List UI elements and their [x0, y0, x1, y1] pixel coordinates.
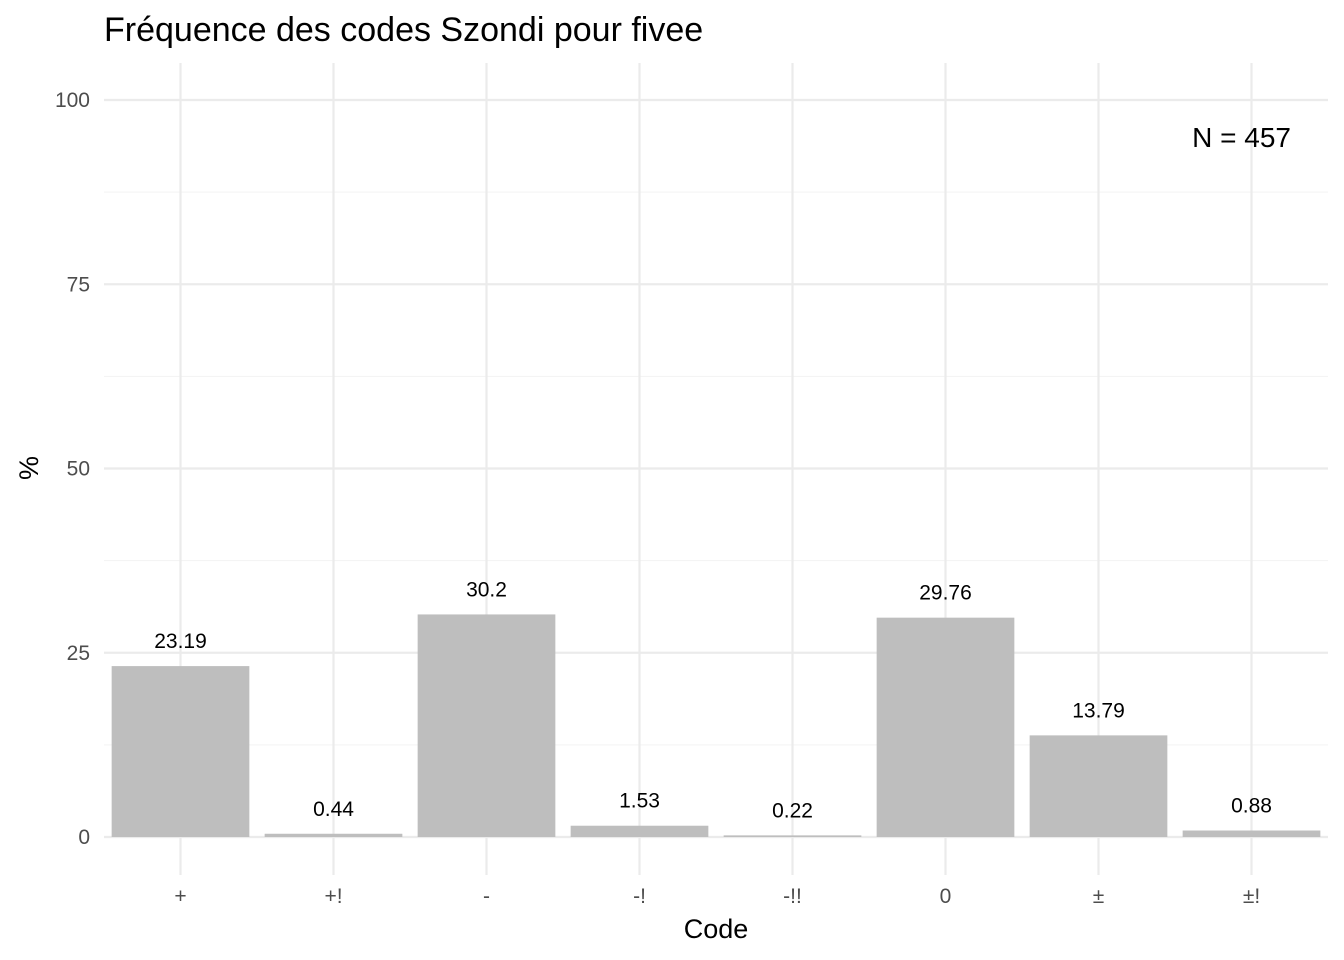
x-tick-label: -!! [783, 885, 802, 908]
bars [111, 614, 1321, 837]
x-tick-label: ± [1093, 885, 1105, 908]
data-label-6: 13.79 [1072, 699, 1125, 722]
x-tick-label: 0 [940, 885, 952, 908]
x-tick-label: ±! [1243, 885, 1260, 908]
x-axis-ticks: + +! - -! -!! 0 ± ±! [174, 885, 1260, 908]
y-tick-label: 50 [67, 458, 90, 481]
grid [104, 63, 1328, 875]
x-axis-label: Code [684, 914, 749, 944]
sample-size-annotation: N = 457 [1192, 122, 1291, 153]
bar-0 [111, 666, 250, 837]
data-labels: 23.19 0.44 30.2 1.53 0.22 29.76 13.79 0.88 [154, 578, 1272, 822]
data-label-2: 30.2 [466, 578, 507, 601]
data-label-5: 29.76 [919, 582, 972, 605]
y-axis-ticks: 0 25 50 75 100 [55, 89, 90, 849]
bar-5 [876, 617, 1015, 837]
y-axis-label: % [14, 456, 44, 480]
data-label-4: 0.22 [772, 799, 813, 822]
bar-7 [1182, 830, 1321, 837]
y-tick-label: 25 [67, 642, 90, 665]
data-label-1: 0.44 [313, 798, 354, 821]
x-tick-label: - [483, 885, 490, 908]
bar-3 [570, 825, 709, 837]
data-label-3: 1.53 [619, 790, 660, 813]
x-tick-label: -! [633, 885, 646, 908]
x-tick-label: +! [324, 885, 342, 908]
bar-6 [1029, 735, 1168, 837]
bar-2 [417, 614, 556, 837]
data-label-7: 0.88 [1231, 795, 1272, 818]
y-tick-label: 75 [67, 273, 90, 296]
chart-title: Fréquence des codes Szondi pour fivee [104, 11, 703, 49]
y-tick-label: 0 [78, 826, 90, 849]
bar-4 [723, 835, 862, 837]
bar-1 [264, 833, 403, 837]
data-label-0: 23.19 [154, 630, 207, 653]
x-tick-label: + [174, 885, 186, 908]
y-tick-label: 100 [55, 89, 90, 112]
